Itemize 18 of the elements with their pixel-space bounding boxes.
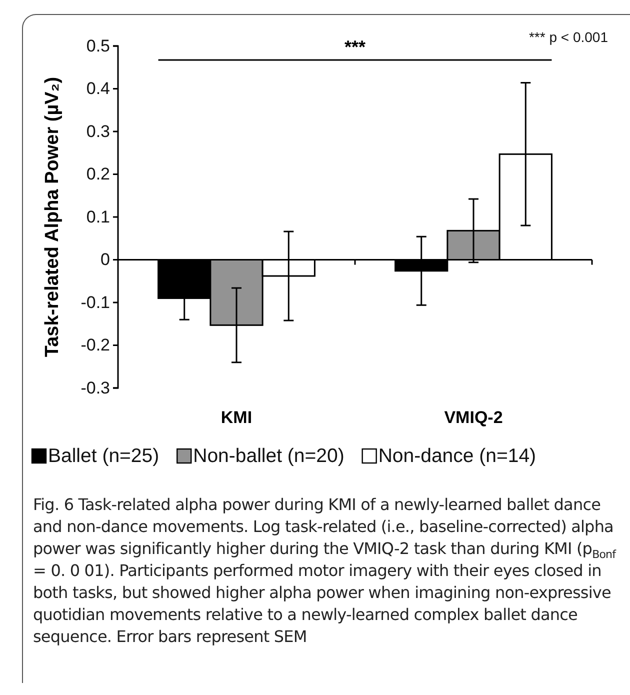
legend-label: Non-ballet (n=20) <box>193 445 344 467</box>
y-tick-label: 0.5 <box>86 36 110 56</box>
legend-label: Non-dance (n=14) <box>378 445 536 467</box>
y-tick-label: -0.1 <box>80 292 110 312</box>
y-tick-label: 0.2 <box>86 164 110 184</box>
x-tick-label: VMIQ-2 <box>444 408 503 427</box>
caption: Fig. 6 Task-related alpha power during KMI of a newly-learned ballet dance and non-dance movements. Log task-related (i.e., baseline-corrected) alpha power was significantly higher during the VMIQ-2 task than during KMI (p$_{Bonf}$ = 0. 0 01). Participants performed motor imagery with their eyes closed in both tasks, but showed higher alpha power when imagining non-expressive quotidian movements relative to a newly-learned complex ballet dance sequence. Error bars represent SEM <box>33 494 618 648</box>
y-tick-label: -0.2 <box>80 336 110 355</box>
y-tick-label: 0.3 <box>86 122 110 141</box>
y-tick-label: 0 <box>100 250 110 270</box>
annotation: *** <box>344 37 366 57</box>
text: *** p < 0.001 <box>528 29 608 45</box>
y-tick-label: 0.1 <box>86 207 110 226</box>
y-tick-label: 0.4 <box>86 79 110 98</box>
y-axis-title: Task-related Alpha Power (µV₂) <box>42 76 63 358</box>
x-tick-label: KMI <box>220 408 252 427</box>
y-tick-label: -0.3 <box>80 378 110 398</box>
legend-label: Ballet (n=25) <box>48 445 160 467</box>
